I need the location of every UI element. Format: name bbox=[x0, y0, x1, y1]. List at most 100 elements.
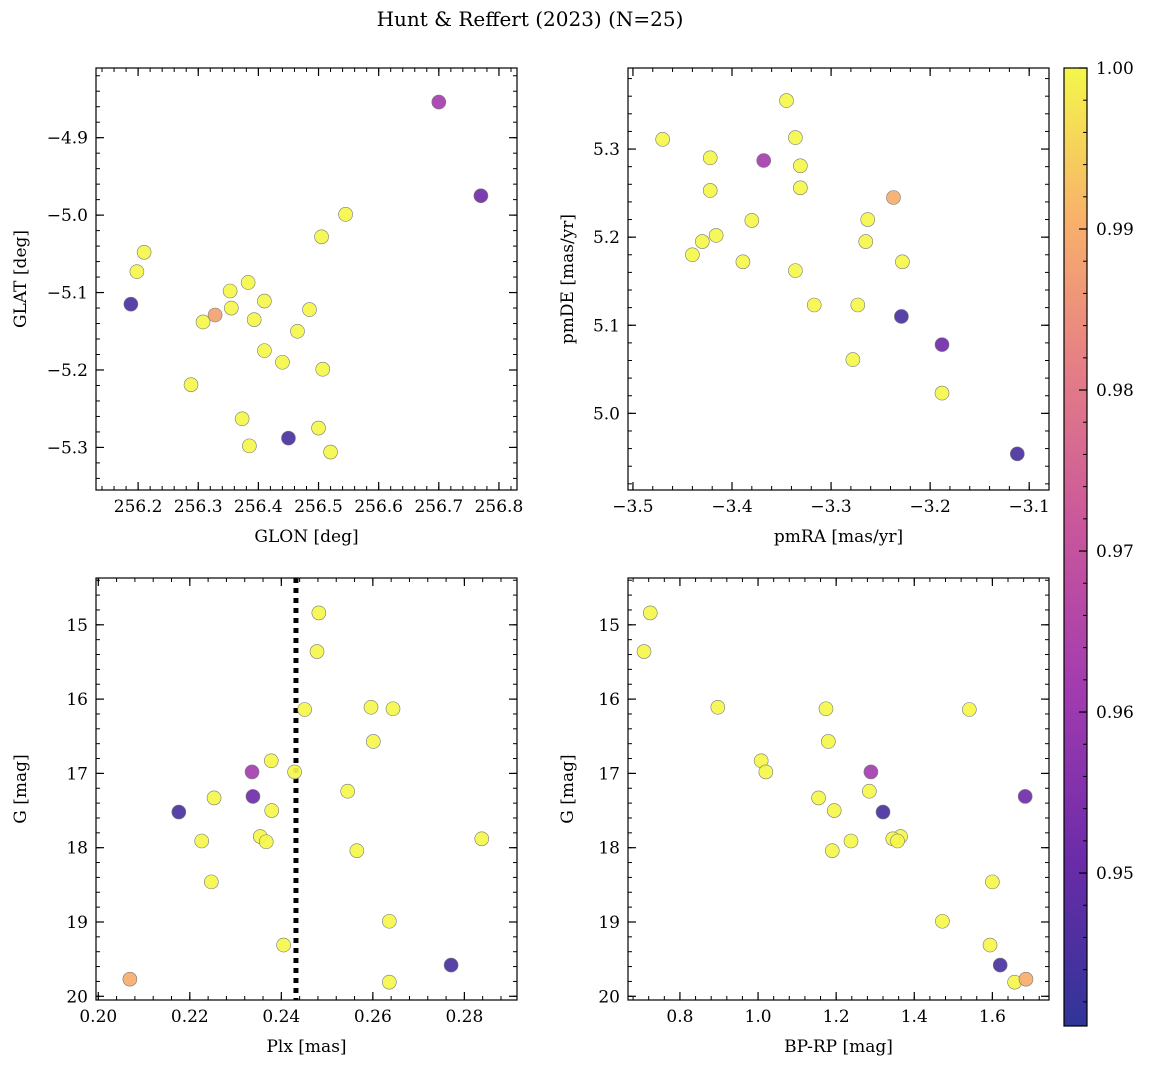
axes-frame bbox=[627, 67, 1050, 491]
colorbar-tick-label: 0.95 bbox=[1096, 864, 1134, 884]
data-point bbox=[431, 94, 447, 110]
data-point bbox=[818, 701, 834, 717]
x-tick-label: 0.28 bbox=[445, 1007, 483, 1027]
x-tick-label: 0.22 bbox=[171, 1007, 209, 1027]
data-point bbox=[744, 213, 760, 228]
data-point bbox=[207, 307, 223, 323]
x-tick-label: 0.20 bbox=[79, 1007, 117, 1027]
x-tick-label: 1.4 bbox=[901, 1007, 928, 1027]
data-point bbox=[863, 764, 879, 780]
data-point bbox=[642, 605, 658, 621]
data-point bbox=[257, 293, 272, 309]
data-point bbox=[224, 300, 239, 316]
panel-plx-g: 0.20 0.22 0.24 0.26 0.28 15 16 17 18 19 20 Plx [mas… bbox=[11, 577, 518, 1057]
y-tick-label: 17 bbox=[598, 764, 620, 784]
data-point bbox=[702, 150, 718, 166]
data-point bbox=[756, 153, 772, 168]
data-point bbox=[385, 701, 401, 717]
data-point bbox=[246, 312, 262, 327]
x-axis-label: Plx [mas] bbox=[266, 1037, 346, 1057]
x-tick-label: −3.3 bbox=[810, 497, 851, 517]
x-tick-label: 256.8 bbox=[475, 497, 524, 517]
data-point bbox=[311, 420, 326, 436]
data-point bbox=[788, 130, 803, 145]
y-tick-label: −4.9 bbox=[47, 129, 88, 149]
data-point bbox=[875, 804, 891, 820]
data-point bbox=[890, 833, 905, 849]
data-point bbox=[276, 937, 291, 953]
data-point bbox=[263, 753, 279, 769]
data-point bbox=[1010, 446, 1025, 462]
x-tick-label: 256.7 bbox=[414, 497, 463, 517]
y-tick-label: 19 bbox=[66, 913, 88, 933]
data-point bbox=[934, 385, 950, 401]
data-point bbox=[824, 843, 840, 858]
data-point bbox=[845, 352, 861, 367]
y-axis-label: G [mag] bbox=[558, 754, 578, 823]
data-point bbox=[862, 783, 877, 799]
data-point bbox=[886, 190, 901, 205]
colorbar-tick-label: 1.00 bbox=[1096, 59, 1134, 79]
data-point bbox=[245, 789, 261, 804]
y-tick-label: 20 bbox=[66, 987, 88, 1007]
y-tick-label: 5.2 bbox=[593, 228, 620, 248]
data-point bbox=[473, 188, 489, 204]
data-point bbox=[206, 790, 222, 806]
data-point bbox=[806, 297, 822, 313]
data-point bbox=[340, 783, 355, 799]
y-tick-label: −5.0 bbox=[47, 206, 88, 226]
data-point bbox=[311, 605, 327, 621]
data-point bbox=[240, 275, 256, 290]
y-tick-label: 5.3 bbox=[593, 140, 620, 160]
data-point bbox=[894, 309, 909, 324]
y-tick-label: 18 bbox=[598, 839, 620, 859]
data-point bbox=[935, 913, 950, 929]
x-tick-label: 0.24 bbox=[262, 1007, 300, 1027]
y-tick-label: 5.0 bbox=[593, 404, 620, 424]
data-point bbox=[195, 314, 211, 330]
x-tick-label: 256.6 bbox=[354, 497, 403, 517]
data-point bbox=[985, 874, 1000, 890]
colorbar-gradient bbox=[1063, 67, 1088, 1027]
data-point bbox=[708, 228, 724, 243]
y-tick-label: 18 bbox=[66, 839, 88, 859]
data-point bbox=[982, 937, 998, 953]
axes-frame bbox=[627, 577, 1050, 1001]
data-point bbox=[234, 411, 250, 427]
y-tick-label: 16 bbox=[598, 690, 620, 710]
data-point bbox=[257, 343, 272, 358]
x-tick-label: 256.4 bbox=[234, 497, 283, 517]
data-point bbox=[382, 913, 397, 929]
data-point bbox=[821, 734, 836, 749]
data-point bbox=[315, 361, 331, 377]
data-point bbox=[244, 764, 260, 780]
data-point bbox=[363, 699, 379, 715]
data-point bbox=[123, 296, 139, 312]
data-point bbox=[287, 764, 302, 780]
data-point bbox=[826, 803, 842, 818]
data-point bbox=[758, 764, 774, 780]
data-point bbox=[204, 874, 219, 890]
data-point bbox=[258, 834, 274, 850]
data-point bbox=[655, 132, 670, 147]
data-point bbox=[122, 971, 138, 987]
data-point bbox=[934, 337, 950, 352]
data-point bbox=[281, 430, 296, 446]
x-tick-label: 1.0 bbox=[745, 1007, 772, 1027]
x-axis-label: BP-RP [mag] bbox=[784, 1037, 893, 1057]
data-point bbox=[183, 377, 199, 392]
data-point bbox=[290, 323, 305, 339]
data-point bbox=[843, 833, 859, 849]
axes-frame bbox=[95, 67, 518, 491]
data-point bbox=[779, 93, 794, 108]
y-tick-label: −5.3 bbox=[47, 438, 88, 458]
data-point bbox=[349, 843, 365, 858]
data-point bbox=[171, 804, 187, 820]
y-axis-label: G [mag] bbox=[11, 754, 31, 823]
colorbar-tick-label: 0.96 bbox=[1096, 703, 1134, 723]
data-point bbox=[860, 212, 876, 227]
panel-cmd: 0.8 1.0 1.2 1.4 1.6 15 16 17 18 19 20 BP-RP [mag] G … bbox=[558, 577, 1050, 1057]
data-point bbox=[685, 247, 700, 263]
y-axis-label: pmDE [mas/yr] bbox=[558, 214, 578, 344]
